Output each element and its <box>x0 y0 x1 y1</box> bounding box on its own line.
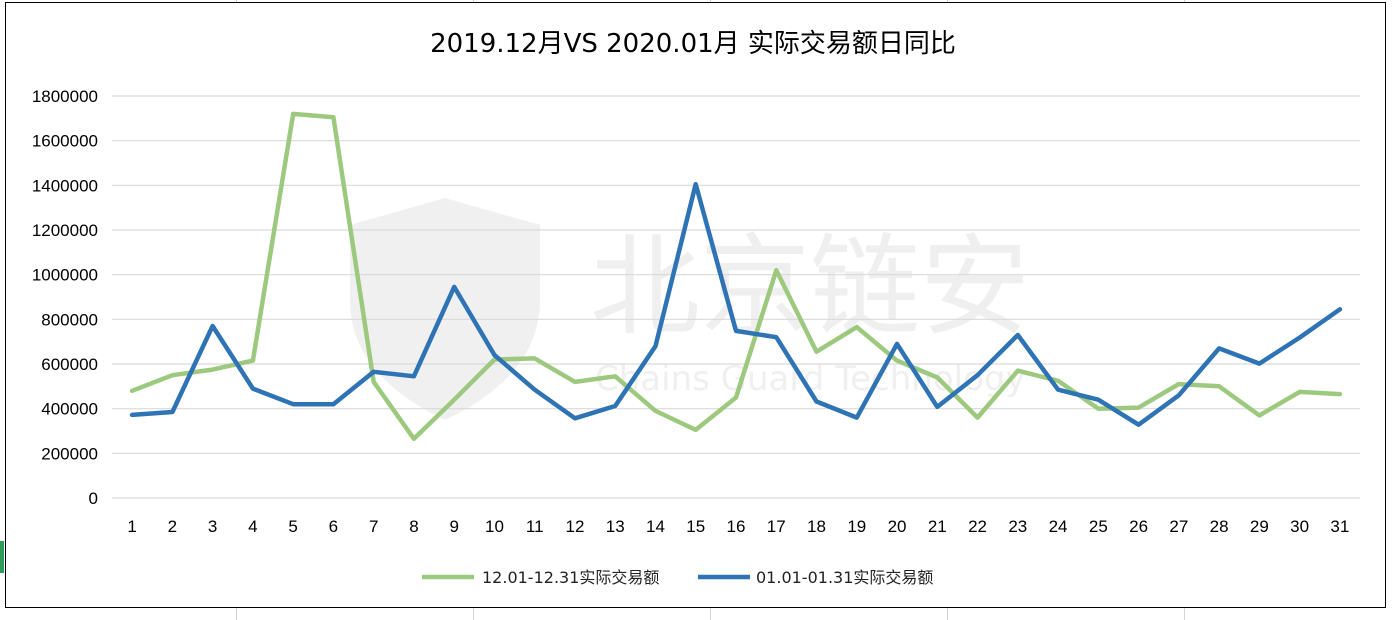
y-tick-label: 400000 <box>41 400 98 419</box>
legend: 12.01-12.31实际交易额 01.01-01.31实际交易额 <box>422 568 933 587</box>
chart-title: 2019.12月VS 2020.01月 实际交易额日同比 <box>430 29 956 59</box>
x-tick-label: 18 <box>807 517 826 536</box>
x-tick-label: 28 <box>1210 517 1229 536</box>
x-tick-label: 12 <box>566 517 585 536</box>
x-tick-label: 14 <box>646 517 665 536</box>
chart-frame[interactable] <box>5 2 1386 608</box>
x-tick-label: 6 <box>329 517 338 536</box>
x-tick-label: 8 <box>409 517 418 536</box>
x-tick-label: 17 <box>767 517 786 536</box>
x-tick-label: 25 <box>1089 517 1108 536</box>
x-tick-label: 11 <box>526 517 544 536</box>
y-tick-label: 1000000 <box>32 266 98 285</box>
x-tick-label: 2 <box>168 517 177 536</box>
x-tick-label: 13 <box>606 517 625 536</box>
gridlines <box>112 95 1360 499</box>
y-axis-ticks: 0 200000 400000 600000 800000 1000000 1200000 1… <box>32 87 98 508</box>
x-tick-label: 30 <box>1290 517 1309 536</box>
x-tick-label: 23 <box>1008 517 1027 536</box>
sheet-selection-marker <box>0 541 4 573</box>
x-tick-label: 9 <box>449 517 458 536</box>
legend-label: 01.01-01.31实际交易额 <box>756 568 933 587</box>
series-line-2 <box>129 181 1343 427</box>
x-tick-label: 31 <box>1330 517 1349 536</box>
x-tick-label: 1 <box>127 517 136 536</box>
x-tick-label: 4 <box>248 517 257 536</box>
y-tick-label: 1400000 <box>32 176 98 195</box>
x-tick-label: 15 <box>686 517 705 536</box>
y-tick-label: 1200000 <box>32 221 98 240</box>
x-tick-label: 21 <box>928 517 947 536</box>
x-tick-label: 19 <box>847 517 866 536</box>
y-tick-label: 1800000 <box>32 87 98 106</box>
x-tick-label: 26 <box>1129 517 1148 536</box>
x-tick-label: 20 <box>888 517 907 536</box>
x-tick-label: 10 <box>485 517 504 536</box>
x-tick-label: 7 <box>369 517 378 536</box>
x-axis-ticks: 1 2 3 4 5 6 7 8 9 10 11 12 13 14 15 16 17 18 19 20 21 22 23 24 2… <box>127 517 1349 536</box>
x-tick-label: 5 <box>288 517 297 536</box>
y-tick-label: 600000 <box>41 355 98 374</box>
x-tick-label: 24 <box>1049 517 1068 536</box>
x-tick-label: 27 <box>1169 517 1188 536</box>
y-tick-label: 800000 <box>41 310 98 329</box>
watermark: 北京链安 Chains Guard Technology <box>350 198 1030 420</box>
x-tick-label: 16 <box>727 517 746 536</box>
legend-label: 12.01-12.31实际交易额 <box>482 568 659 587</box>
y-tick-label: 1600000 <box>32 132 98 151</box>
y-tick-label: 200000 <box>41 444 98 463</box>
x-tick-label: 3 <box>208 517 217 536</box>
watermark-cn: 北京链安 <box>590 223 1030 351</box>
x-tick-label: 29 <box>1250 517 1269 536</box>
y-tick-label: 0 <box>89 489 98 508</box>
x-tick-label: 22 <box>968 517 987 536</box>
series-line-1 <box>129 111 1343 442</box>
series-lines <box>129 111 1343 442</box>
